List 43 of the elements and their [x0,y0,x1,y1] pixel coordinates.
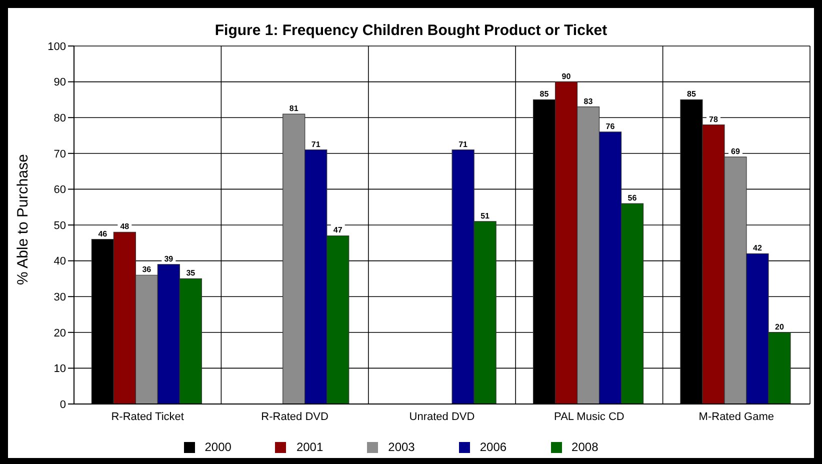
legend-label: 2001 [296,440,324,454]
data-label: 76 [606,122,616,131]
y-axis-title: % Able to Purchase [14,154,32,285]
data-label: 36 [142,265,152,274]
data-label: 71 [311,140,321,149]
x-tick-label: PAL Music CD [554,410,624,423]
legend-label: 2000 [204,440,232,454]
data-label: 83 [584,96,594,106]
legend-label: 2008 [572,440,598,454]
data-label: 47 [333,226,343,235]
y-tick-label: 40 [54,256,66,268]
data-label: 85 [687,90,696,99]
legend-label: 2006 [480,440,507,454]
data-label: 42 [753,244,762,253]
y-tick-label: 20 [54,327,66,340]
y-tick-label: 80 [54,112,66,125]
data-label: 69 [731,146,740,156]
data-label: 56 [628,194,638,203]
data-label: 78 [709,114,718,124]
data-label: 20 [775,322,784,332]
chart-title: Figure 1: Frequency Children Bought Product or Ticket [214,21,608,39]
data-label: 71 [458,140,468,149]
data-label: 46 [98,229,108,238]
data-label: 90 [562,72,572,81]
data-label: 85 [540,90,550,99]
data-label: 81 [289,104,299,114]
data-label: 39 [164,254,174,264]
y-tick-label: 30 [54,292,66,304]
data-label: 51 [480,211,490,220]
legend-label: 2003 [388,440,415,454]
x-tick-label: R-Rated Ticket [111,410,184,423]
y-tick-label: 100 [48,40,66,53]
y-tick-label: 90 [54,76,66,89]
x-tick-label: R-Rated DVD [261,410,328,423]
x-tick-label: M-Rated Game [698,410,774,423]
data-label: 48 [120,222,130,232]
y-tick-label: 50 [54,220,66,232]
y-tick-label: 70 [54,148,66,160]
y-tick-label: 60 [54,184,66,196]
y-tick-label: 0 [60,398,66,411]
y-tick-label: 10 [54,363,66,376]
x-tick-label: Unrated DVD [409,410,475,423]
data-label: 35 [186,268,196,278]
